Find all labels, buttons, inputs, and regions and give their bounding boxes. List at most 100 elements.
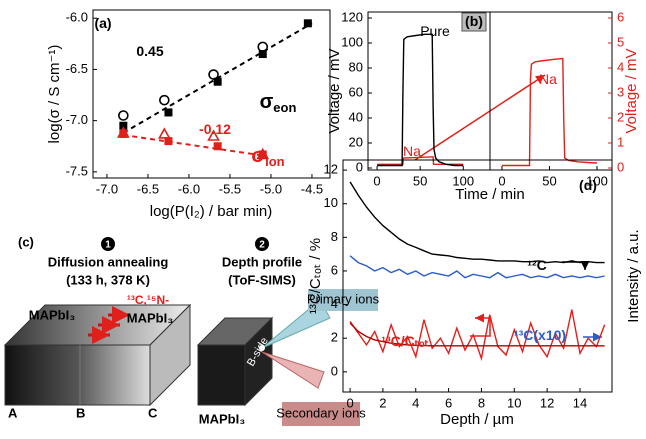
y-tick-label: 4 <box>617 59 624 74</box>
annotation-text: -0.12 <box>199 121 231 137</box>
y-tick-label: 10 <box>324 195 338 210</box>
y-tick-label: 12 <box>324 162 338 177</box>
marker <box>303 19 312 28</box>
sample-label: MAPbI₃ <box>29 307 75 322</box>
series-line <box>349 255 605 279</box>
marker <box>164 137 173 146</box>
secondary-label: Secondary ions <box>276 405 366 420</box>
y-tick-label: 4 <box>331 296 338 311</box>
annotation: Pure <box>420 23 450 39</box>
y-tick-label: 100 <box>341 34 363 49</box>
annotation: Na <box>403 143 421 159</box>
y-tick-label: 0 <box>617 159 624 174</box>
secondary-beam <box>261 351 325 389</box>
annotation-text: σ <box>260 91 274 113</box>
marker <box>164 108 173 117</box>
annotation-text: Pure <box>420 23 450 39</box>
x-tick-label: -7.0 <box>96 181 118 196</box>
x-tick-label: 2 <box>379 395 386 410</box>
y-tick-label: 8 <box>331 229 338 244</box>
series-line <box>123 134 263 157</box>
step-badge <box>101 237 115 251</box>
y-tick-label: -6.0 <box>66 10 88 25</box>
axis-arrow <box>470 313 491 337</box>
y-axis-label: Voltage / mV <box>623 48 640 133</box>
axis-arrow <box>562 261 590 270</box>
step-number: 2 <box>259 240 265 251</box>
x-tick-label: 0 <box>373 173 380 188</box>
link-arrow <box>414 74 546 161</box>
y-tick-label: 2 <box>617 109 624 124</box>
cut-front <box>197 344 246 406</box>
marker <box>208 69 219 80</box>
y-tick-label: 80 <box>349 59 363 74</box>
series-line <box>349 322 605 347</box>
annotation: (d) <box>579 177 597 193</box>
y-tick-label: 120 <box>341 9 363 24</box>
annotation: σion <box>251 145 284 169</box>
x-tick-label: 6 <box>445 395 452 410</box>
y-axis-label: log(σ / S cm⁻¹) <box>46 45 63 144</box>
cut-side <box>244 316 273 407</box>
y-tick-label: 6 <box>331 262 338 277</box>
plot-frame <box>489 11 613 171</box>
y-tick-label: -7.5 <box>66 163 88 178</box>
annotation: Na <box>539 71 557 87</box>
marker <box>157 127 171 139</box>
y-axis-label: Voltage / mV <box>326 48 343 133</box>
y-tick-label: 40 <box>349 109 363 124</box>
annotation-text: (b) <box>465 13 483 29</box>
x-tick-label: 0 <box>498 173 505 188</box>
annotation-sub: eon <box>273 100 296 115</box>
x-tick-label: 12 <box>540 395 554 410</box>
marker <box>256 147 270 160</box>
spot <box>259 345 265 351</box>
sample-label: MAPbI₃ <box>199 411 245 426</box>
step-title: Diffusion annealing <box>48 254 169 269</box>
y2-axis-label: Intensity / a.u. <box>625 229 642 322</box>
annotation: ¹²C <box>527 257 546 273</box>
y-tick-label: 60 <box>349 84 363 99</box>
annotation-text: ¹³C(x10) <box>514 327 566 343</box>
y-tick-label: 2 <box>331 330 338 345</box>
annotation-text: 0.45 <box>136 43 163 59</box>
plot-frame <box>92 9 331 179</box>
plot-frame <box>342 159 613 393</box>
x-tick-label: -5.0 <box>260 181 282 196</box>
y-tick-label: 3 <box>617 84 624 99</box>
y-tick-label: 1 <box>617 134 624 149</box>
annotation-text: (a) <box>94 15 111 31</box>
marker <box>257 41 269 53</box>
annotation-text: Na <box>403 143 421 159</box>
step-detail: (133 h, 378 K) <box>66 272 150 287</box>
annotation: ¹³C/Cₜₒₜ <box>381 333 428 349</box>
x-tick-label: 50 <box>413 173 427 188</box>
annotation-text: σ <box>251 145 265 167</box>
annotation-sub: ion <box>265 154 285 169</box>
x-tick-label: 14 <box>573 395 587 410</box>
step-badge <box>255 237 269 251</box>
y-axis-label: ¹³C/Cₜₒₜ / % <box>307 238 324 314</box>
x-axis-label: Time / min <box>455 186 524 203</box>
x-tick-label: -4.5 <box>301 181 323 196</box>
annotation: 0.45 <box>136 43 163 59</box>
y-tick-label: 20 <box>349 134 363 149</box>
annotation-text: (d) <box>579 177 597 193</box>
step-number: 1 <box>105 240 111 251</box>
diagram: (c) 1 Diffusion annealing (133 h, 378 K)… <box>3 234 380 426</box>
x-tick-label: 0 <box>346 395 353 410</box>
annotation-text: Na <box>539 71 557 87</box>
position-label: A <box>8 405 18 420</box>
secondary-box <box>282 402 360 426</box>
marker <box>258 50 267 59</box>
marker <box>116 126 130 138</box>
x-tick-label: 8 <box>478 395 485 410</box>
x-tick-label: 100 <box>452 173 474 188</box>
x-tick-label: 50 <box>542 173 556 188</box>
y-tick-label: 5 <box>617 34 624 49</box>
annotation: (b) <box>465 13 483 29</box>
marker <box>119 129 128 138</box>
label-box <box>461 12 487 32</box>
y-tick-label: 6 <box>617 9 624 24</box>
